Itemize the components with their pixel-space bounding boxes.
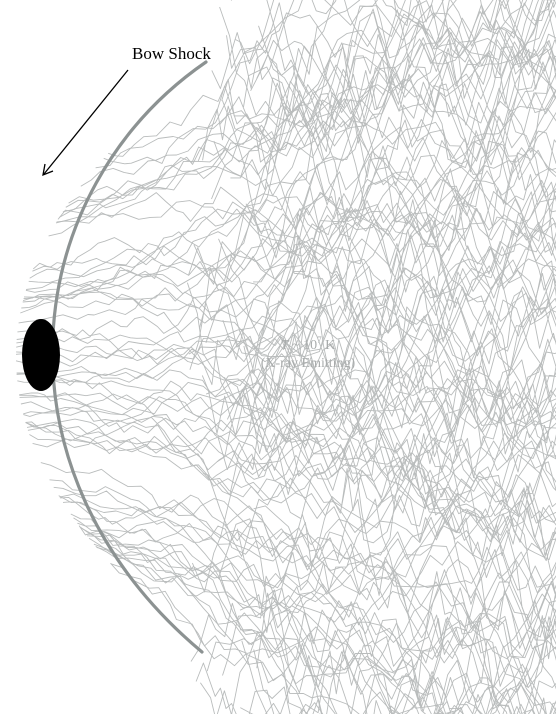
flow-line xyxy=(110,562,535,714)
flow-line xyxy=(68,0,549,204)
flow-line xyxy=(236,455,556,645)
flow-line xyxy=(256,117,556,407)
flow-line xyxy=(16,279,556,426)
flow-line xyxy=(20,338,556,412)
turbulent-flow-lines xyxy=(15,0,556,714)
flow-line xyxy=(40,462,556,599)
flow-line xyxy=(256,39,556,216)
flow-line xyxy=(16,257,556,363)
flow-line xyxy=(205,179,556,417)
temperature-unit: K xyxy=(322,338,336,353)
flow-line xyxy=(22,89,556,302)
arrow-shaft xyxy=(43,69,129,175)
flow-line xyxy=(224,351,556,591)
flow-line xyxy=(17,246,556,365)
flow-line xyxy=(253,219,556,331)
flow-line xyxy=(25,419,556,596)
flow-line xyxy=(15,343,556,558)
flow-line xyxy=(245,420,556,661)
flow-line xyxy=(250,0,556,144)
flow-line xyxy=(29,389,556,471)
flow-line xyxy=(230,9,556,191)
temperature-label: T ~ 107 K xyxy=(281,335,336,353)
flow-line xyxy=(200,612,556,714)
flow-line xyxy=(253,454,556,568)
flow-line xyxy=(188,0,534,285)
flow-line xyxy=(186,282,556,455)
flow-line xyxy=(191,245,556,593)
flow-line xyxy=(205,260,556,435)
flow-line xyxy=(25,238,556,442)
flow-line xyxy=(16,373,556,529)
flow-line xyxy=(59,487,556,571)
flow-line xyxy=(79,526,556,712)
flow-line xyxy=(216,388,556,590)
flow-line xyxy=(197,0,556,163)
flow-line xyxy=(19,381,556,543)
flow-line xyxy=(22,190,556,316)
emission-note: (X-ray Emitting) xyxy=(261,356,356,371)
flow-line xyxy=(16,334,556,498)
flow-line xyxy=(224,149,556,421)
flow-line xyxy=(88,537,521,714)
flow-line xyxy=(80,527,556,688)
bow-shock-label: Bow Shock xyxy=(132,44,211,63)
flow-line xyxy=(17,378,556,561)
flow-line xyxy=(62,78,556,213)
flow-line xyxy=(222,513,556,676)
flow-line xyxy=(202,4,556,213)
arrow-head xyxy=(42,163,54,177)
flow-line xyxy=(19,392,556,543)
flow-line xyxy=(211,2,556,171)
flow-line xyxy=(222,298,556,458)
flow-line xyxy=(110,563,556,714)
flow-line xyxy=(221,100,556,461)
flow-line xyxy=(239,587,511,714)
flow-line xyxy=(26,396,556,493)
flow-line xyxy=(78,517,546,714)
flow-line xyxy=(218,193,556,410)
flow-line xyxy=(256,571,556,714)
flow-line xyxy=(234,0,556,81)
temperature-approx: ~ 10 xyxy=(289,338,318,353)
temperature-exponent: 7 xyxy=(317,335,322,345)
flow-line xyxy=(253,0,524,218)
flow-line xyxy=(193,0,556,282)
flow-line xyxy=(65,10,556,208)
flow-line xyxy=(73,517,536,714)
flow-line xyxy=(226,0,556,198)
flow-line xyxy=(247,221,556,437)
flow-line xyxy=(32,438,556,621)
flow-line xyxy=(189,72,556,370)
flow-line xyxy=(20,147,556,333)
flow-line xyxy=(251,130,556,374)
flow-line xyxy=(56,0,510,224)
flow-line xyxy=(188,224,556,429)
flow-line xyxy=(23,368,556,444)
flow-line xyxy=(202,416,548,714)
flow-line xyxy=(195,622,547,714)
body-ellipse-icon xyxy=(22,319,60,391)
flow-line xyxy=(16,174,556,365)
temperature-symbol: T xyxy=(281,338,290,353)
flow-line xyxy=(85,533,556,659)
flow-line xyxy=(253,265,556,556)
flow-line xyxy=(258,0,555,128)
flow-line xyxy=(216,342,556,496)
flow-line xyxy=(62,501,556,621)
flow-line xyxy=(243,66,556,428)
flow-line xyxy=(219,0,556,128)
arrow-icon xyxy=(42,69,129,177)
flow-line xyxy=(103,0,551,165)
flow-line xyxy=(224,306,556,473)
flow-line xyxy=(70,513,556,714)
flow-line xyxy=(219,8,556,160)
flow-line xyxy=(243,207,556,401)
flow-line xyxy=(190,602,556,714)
flow-line xyxy=(218,518,556,714)
flow-line xyxy=(240,558,556,714)
flow-line xyxy=(18,290,556,400)
flow-line xyxy=(201,306,556,491)
